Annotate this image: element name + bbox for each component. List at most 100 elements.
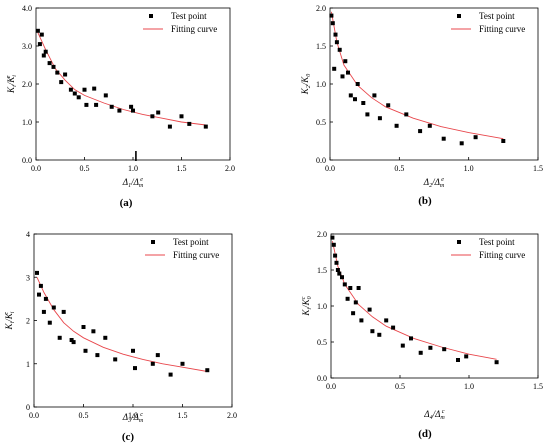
- test-point: [335, 268, 340, 272]
- y-tick-label: 1.0: [22, 118, 32, 127]
- test-point: [155, 353, 160, 358]
- test-point: [409, 336, 413, 341]
- test-point: [180, 361, 185, 366]
- y-tick-label: 1.0: [316, 80, 326, 89]
- test-point: [179, 114, 184, 119]
- test-point: [41, 309, 46, 314]
- legend-test-label: Test point: [479, 11, 515, 21]
- y-axis-label: Ki/Kic: [4, 311, 16, 330]
- test-point: [428, 345, 433, 350]
- y-axis-label-sub: 2: [306, 85, 312, 88]
- x-tick-label: 2.0: [227, 411, 237, 420]
- y-tick-label: 0.0: [316, 156, 326, 165]
- test-point: [168, 372, 173, 377]
- y-axis-label-sub: i: [10, 321, 16, 323]
- y-tick-label: 0.0: [22, 156, 32, 165]
- y-axis-label-base: K: [300, 87, 310, 95]
- y-axis-label-div: /K: [6, 76, 16, 87]
- x-axis-label-base: Δ: [122, 412, 128, 422]
- x-tick-label: 0.0: [31, 164, 41, 173]
- test-point: [331, 242, 336, 247]
- x-axis-label: Δ1/Δme: [122, 177, 144, 189]
- y-tick-label: 3: [26, 273, 30, 282]
- test-point: [377, 116, 382, 121]
- legend-test-label: Test point: [479, 237, 515, 247]
- x-axis-label-sup: c: [140, 412, 143, 418]
- test-point: [353, 300, 358, 305]
- test-point: [337, 271, 342, 276]
- x-tick-label: 1.0: [464, 382, 474, 391]
- x-axis-label-sup: e: [441, 177, 444, 183]
- test-point: [343, 59, 348, 64]
- test-point: [61, 309, 66, 314]
- test-point: [473, 135, 478, 140]
- x-tick-label: 0.0: [326, 382, 336, 391]
- test-point: [340, 275, 344, 280]
- y-tick-label: 2.0: [316, 4, 326, 13]
- y-tick-label: 2: [26, 317, 30, 326]
- x-axis-label-sub: 2: [429, 183, 432, 189]
- test-point: [63, 72, 68, 77]
- test-point: [394, 123, 399, 128]
- test-point: [71, 340, 76, 345]
- test-point: [103, 335, 108, 340]
- test-point: [35, 270, 39, 275]
- x-axis-label-div: /Δ: [432, 409, 441, 419]
- x-tick-label: 0.5: [79, 411, 89, 420]
- test-point: [150, 114, 155, 119]
- test-point: [35, 28, 40, 33]
- test-point: [348, 93, 353, 98]
- x-tick-label: 0.5: [80, 164, 90, 173]
- x-axis-label-div: /Δ: [130, 177, 139, 187]
- y-axis-label-sub: i: [307, 308, 313, 310]
- x-tick-label: 1.5: [533, 164, 543, 173]
- legend-test-marker: [457, 14, 461, 18]
- test-point: [333, 253, 338, 258]
- x-axis-label: Δ2/Δme: [423, 177, 445, 189]
- test-point: [47, 61, 52, 66]
- test-point: [131, 348, 135, 353]
- legend-fit-label: Fitting curve: [173, 250, 219, 260]
- y-tick-label: 0: [26, 403, 30, 412]
- panel-caption: (d): [418, 428, 432, 440]
- test-point: [84, 102, 89, 107]
- y-tick-label: 1.0: [317, 302, 327, 311]
- test-point: [351, 311, 356, 316]
- test-point: [334, 260, 339, 265]
- x-axis-label-sub2: m: [440, 183, 445, 189]
- x-tick-label: 1.5: [177, 164, 187, 173]
- test-point: [113, 357, 118, 362]
- test-point: [427, 123, 432, 128]
- test-point: [205, 368, 210, 373]
- test-point: [41, 53, 46, 58]
- y-axis-label-div: /K: [4, 312, 14, 323]
- x-axis-label-sub2: m: [139, 183, 144, 189]
- test-point: [83, 348, 88, 353]
- test-point: [330, 235, 335, 240]
- test-point: [109, 104, 114, 109]
- x-tick-label: 2.0: [225, 164, 235, 173]
- test-point: [367, 307, 372, 312]
- test-point: [95, 353, 100, 358]
- test-point: [59, 80, 64, 85]
- chart-panel-d: 0.0 0.5 1.0 1.5 0.0 0.5 1.0 1.5 2.0 Test point Fit…: [301, 230, 543, 440]
- test-point: [400, 343, 405, 348]
- fitting-curve-line: [37, 32, 206, 126]
- y-tick-label: 1: [26, 360, 30, 369]
- test-point: [92, 86, 97, 91]
- y-tick-label: 2.0: [317, 230, 327, 239]
- test-point: [91, 329, 96, 334]
- y-tick-label: 1.5: [317, 266, 327, 275]
- test-point: [129, 104, 134, 109]
- x-axis-label: Δ3/Δmc: [122, 412, 144, 424]
- x-tick-label: 1.0: [464, 164, 474, 173]
- fitting-curve-line: [36, 277, 208, 372]
- test-point: [442, 347, 447, 352]
- test-point: [133, 366, 137, 371]
- test-point: [68, 87, 73, 92]
- y-tick-label: 0.5: [317, 338, 327, 347]
- x-axis-label-sub: 1: [128, 183, 131, 189]
- x-axis-label-sub2: m: [440, 415, 445, 421]
- y-axis-label: Ki/Kie: [6, 75, 18, 94]
